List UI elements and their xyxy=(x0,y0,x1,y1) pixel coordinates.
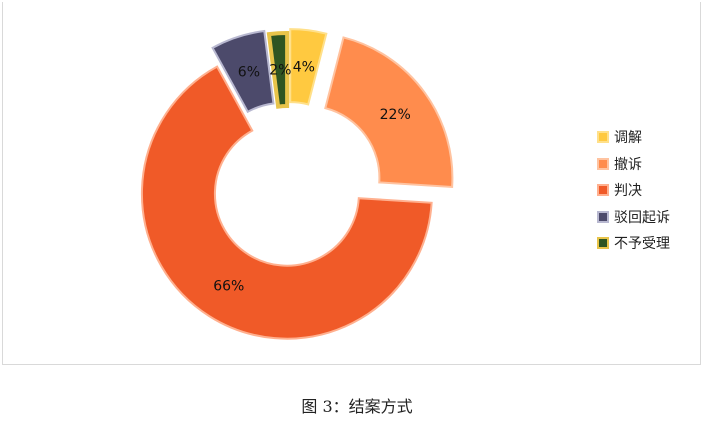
data-label: 66% xyxy=(213,278,244,294)
data-label: 6% xyxy=(238,65,260,81)
legend-label: 不予受理 xyxy=(614,236,670,253)
figure-caption: 图 3：结案方式 xyxy=(301,397,413,416)
donut-chart: 4% 22% 66% 6% 2% xyxy=(140,28,454,340)
slice-1 xyxy=(324,36,454,189)
slice-4 xyxy=(266,31,290,109)
legend-swatch xyxy=(597,237,609,250)
legend-swatch xyxy=(597,210,609,223)
legend-swatch xyxy=(597,184,609,197)
legend-item: 驳回起诉 xyxy=(597,204,670,231)
legend-label: 驳回起诉 xyxy=(614,209,670,226)
chart-frame xyxy=(2,2,701,365)
data-label: 22% xyxy=(380,107,411,123)
slice-2 xyxy=(140,65,433,340)
legend-item: 不予受理 xyxy=(597,230,670,257)
data-label: 2% xyxy=(269,63,291,79)
legend-label: 调解 xyxy=(614,130,642,147)
data-label: 4% xyxy=(293,59,315,75)
legend-item: 调解 xyxy=(597,124,670,151)
slice-0 xyxy=(289,28,328,106)
legend-swatch xyxy=(597,131,609,144)
legend-label: 判决 xyxy=(614,183,642,200)
legend-swatch xyxy=(597,157,609,170)
legend: 调解撤诉判决驳回起诉不予受理 xyxy=(597,124,670,257)
slice-3 xyxy=(211,29,275,114)
legend-label: 撤诉 xyxy=(614,156,642,173)
legend-item: 撤诉 xyxy=(597,151,670,178)
legend-item: 判决 xyxy=(597,177,670,204)
